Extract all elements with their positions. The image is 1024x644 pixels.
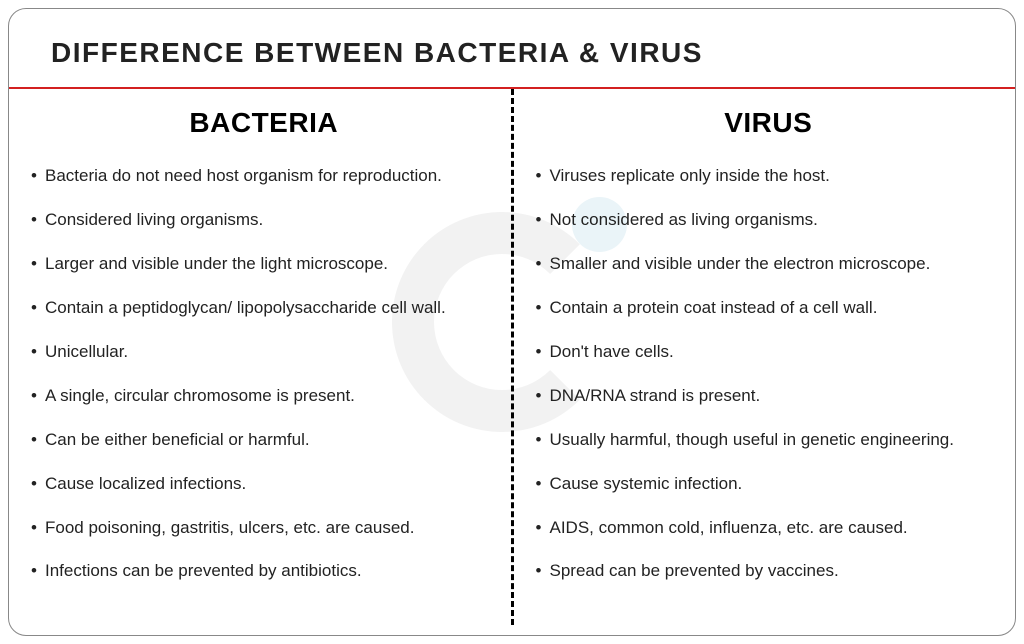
list-item: AIDS, common cold, influenza, etc. are c… [536, 517, 1002, 540]
comparison-infographic: DIFFERENCE BETWEEN BACTERIA & VIRUS BACT… [8, 8, 1016, 636]
list-item: Bacteria do not need host organism for r… [31, 165, 497, 188]
list-item: Can be either beneficial or harmful. [31, 429, 497, 452]
virus-list: Viruses replicate only inside the host. … [536, 165, 1002, 583]
list-item: Don't have cells. [536, 341, 1002, 364]
bacteria-column: BACTERIA Bacteria do not need host organ… [9, 89, 514, 625]
list-item: Not considered as living organisms. [536, 209, 1002, 232]
virus-heading: VIRUS [536, 107, 1002, 139]
list-item: Unicellular. [31, 341, 497, 364]
bacteria-list: Bacteria do not need host organism for r… [31, 165, 497, 583]
list-item: Considered living organisms. [31, 209, 497, 232]
list-item: Food poisoning, gastritis, ulcers, etc. … [31, 517, 497, 540]
list-item: A single, circular chromosome is present… [31, 385, 497, 408]
list-item: Cause systemic infection. [536, 473, 1002, 496]
virus-column: VIRUS Viruses replicate only inside the … [514, 89, 1016, 625]
list-item: Contain a protein coat instead of a cell… [536, 297, 1002, 320]
list-item: Usually harmful, though useful in geneti… [536, 429, 1002, 452]
comparison-columns: BACTERIA Bacteria do not need host organ… [9, 89, 1015, 625]
list-item: Spread can be prevented by vaccines. [536, 560, 1002, 583]
bacteria-heading: BACTERIA [31, 107, 497, 139]
list-item: Contain a peptidoglycan/ lipopolysacchar… [31, 297, 497, 320]
list-item: Infections can be prevented by antibioti… [31, 560, 497, 583]
page-title: DIFFERENCE BETWEEN BACTERIA & VIRUS [9, 9, 1015, 87]
list-item: Cause localized infections. [31, 473, 497, 496]
list-item: DNA/RNA strand is present. [536, 385, 1002, 408]
list-item: Viruses replicate only inside the host. [536, 165, 1002, 188]
list-item: Larger and visible under the light micro… [31, 253, 497, 276]
list-item: Smaller and visible under the electron m… [536, 253, 1002, 276]
